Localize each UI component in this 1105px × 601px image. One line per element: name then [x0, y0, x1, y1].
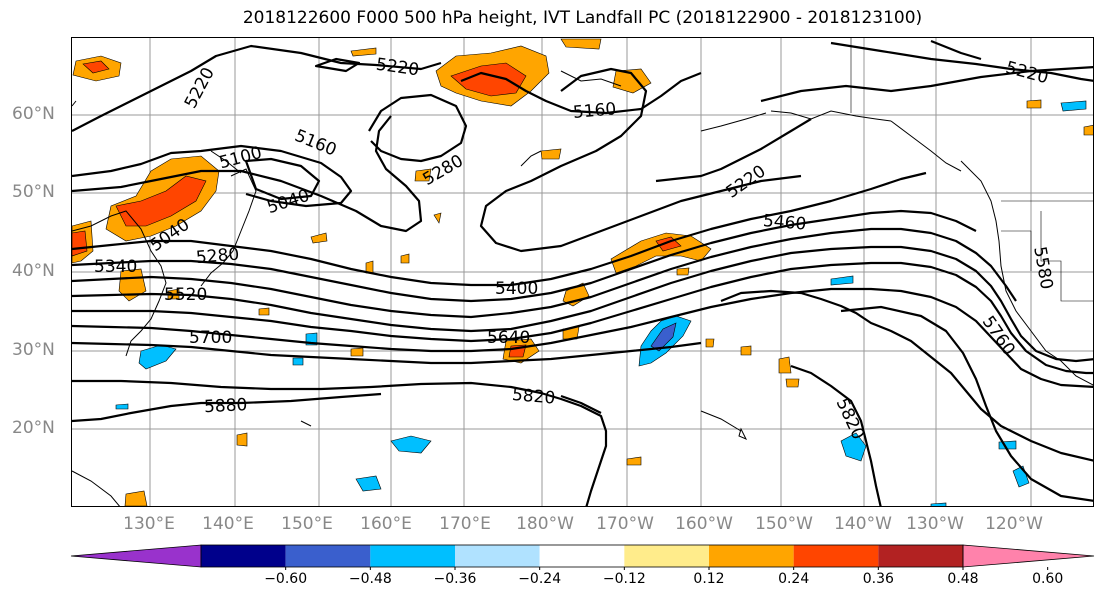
colorbar-outline — [200, 544, 964, 568]
lon-label: 120°W — [985, 514, 1043, 534]
colorbar-tick-label: 0.36 — [862, 571, 894, 587]
colorbar-segment — [624, 545, 709, 567]
lat-label: 20°N — [12, 418, 55, 438]
lon-label: 140°E — [202, 514, 254, 534]
lat-label: 30°N — [12, 340, 55, 360]
colorbar-segment — [285, 545, 371, 567]
colorbar-segment — [539, 545, 625, 567]
contour-label: 5820 — [832, 395, 868, 443]
lat-label: 40°N — [12, 261, 55, 281]
lon-label: 130°W — [906, 514, 964, 534]
lon-label: 170°E — [439, 514, 491, 534]
colorbar-tick-label: 0.12 — [693, 571, 725, 587]
contour-label: 5340 — [94, 257, 137, 277]
colorbar-segment — [878, 545, 963, 567]
lon-label: 170°W — [596, 514, 654, 534]
colorbar-tick-label: −0.60 — [264, 571, 308, 587]
colorbar-extension-low — [70, 544, 202, 568]
map-panel: 5220 5220 5220 5160 5160 5100 5280 5220 … — [71, 37, 1094, 507]
contour-label: 5220 — [723, 161, 770, 202]
ivt-positive-shading — [72, 38, 1093, 506]
contour-label: 5700 — [189, 328, 232, 348]
colorbar-tick-label: −0.24 — [518, 571, 562, 587]
colorbar-segment — [370, 545, 455, 567]
colorbar-extension-high — [962, 544, 1095, 568]
lon-label: 130°E — [123, 514, 175, 534]
lon-label: 180°W — [516, 514, 574, 534]
colorbar-segments — [70, 544, 1095, 568]
coastlines — [72, 70, 1093, 506]
contour-label: 5220 — [181, 64, 219, 112]
lon-label: 140°W — [834, 514, 892, 534]
contour-label: 5280 — [195, 244, 240, 268]
contour-label: 5280 — [419, 151, 466, 190]
colorbar — [70, 544, 1095, 570]
lon-label: 150°E — [281, 514, 333, 534]
lat-label: 60°N — [12, 104, 55, 124]
colorbar-tick-label: 0.60 — [1032, 571, 1064, 587]
colorbar-tick-label: 0.48 — [947, 571, 979, 587]
lon-label: 160°W — [675, 514, 733, 534]
map-title: 2018122600 F000 500 hPa height, IVT Land… — [242, 8, 923, 28]
colorbar-segment — [201, 545, 286, 567]
colorbar-tick-label: −0.36 — [433, 571, 477, 587]
contour-label: 5220 — [1003, 58, 1050, 89]
contour-label: 5400 — [495, 279, 538, 299]
contour-label: 5580 — [1029, 245, 1056, 291]
colorbar-segment — [455, 545, 540, 567]
lat-label: 50°N — [12, 182, 55, 202]
colorbar-tick-label: 0.24 — [778, 571, 810, 587]
contour-label: 5460 — [762, 211, 807, 235]
ivt-negative-shading — [115, 100, 1087, 506]
map-svg: 5220 5220 5220 5160 5160 5100 5280 5220 … — [72, 38, 1093, 506]
colorbar-tick-label: −0.48 — [348, 571, 392, 587]
colorbar-tick-label: −0.12 — [602, 571, 646, 587]
lon-label: 150°W — [755, 514, 813, 534]
colorbar-segment — [793, 545, 879, 567]
colorbar-segment — [709, 545, 794, 567]
contour-label: 5220 — [375, 55, 421, 81]
contour-label: 5640 — [487, 328, 530, 348]
contour-label: 5880 — [204, 395, 248, 417]
height-contours — [72, 39, 1093, 506]
colorbar-ticks — [285, 567, 1049, 570]
contour-label: 5040 — [265, 186, 312, 218]
contour-label: 5520 — [164, 285, 207, 305]
contour-label: 5160 — [572, 99, 617, 123]
contour-label: 5820 — [511, 385, 556, 409]
lon-label: 160°E — [360, 514, 412, 534]
borders — [850, 38, 1093, 302]
